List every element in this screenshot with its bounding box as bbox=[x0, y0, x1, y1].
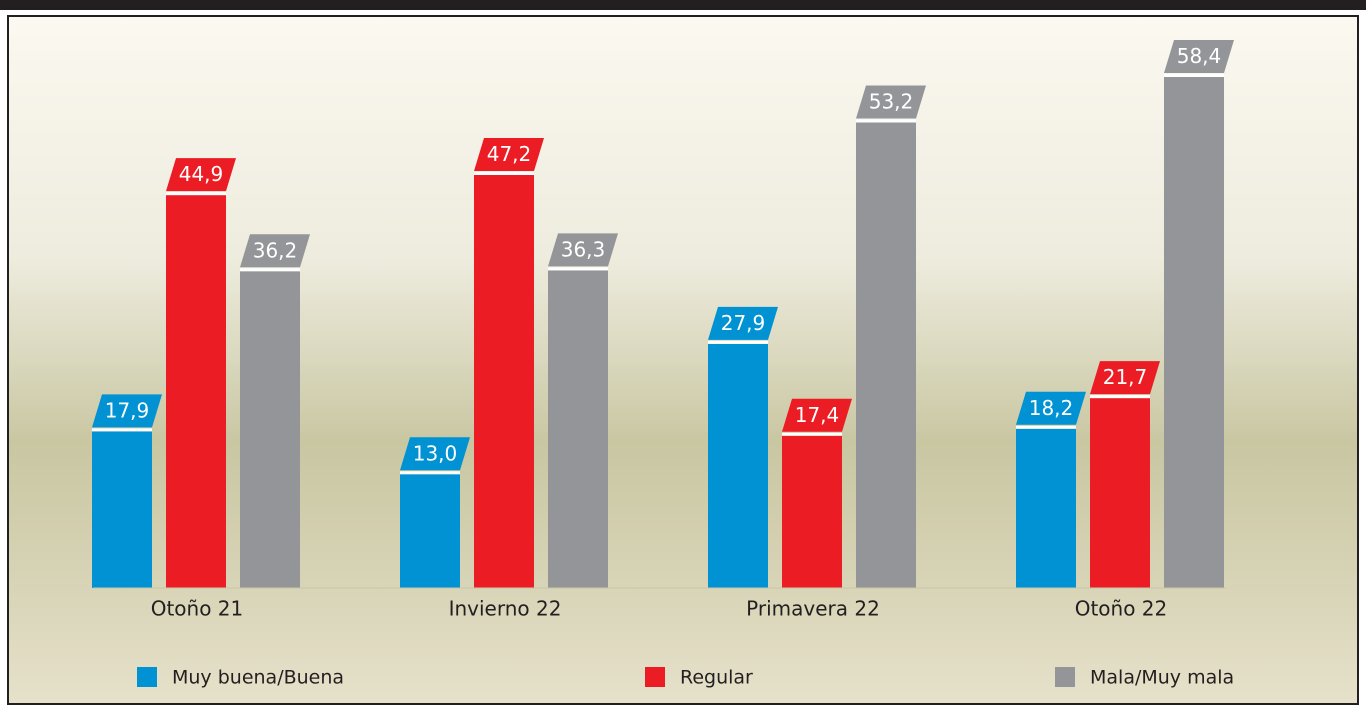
x-tick-label: Otoño 22 bbox=[1075, 597, 1168, 621]
value-label: 53,2 bbox=[869, 90, 914, 114]
x-tick-label: Invierno 22 bbox=[449, 597, 562, 621]
bar bbox=[548, 270, 608, 588]
bar bbox=[400, 474, 460, 588]
legend-swatch bbox=[137, 667, 157, 687]
bar bbox=[92, 431, 152, 588]
x-tick-label: Primavera 22 bbox=[746, 597, 880, 621]
bar bbox=[1090, 398, 1150, 588]
value-label: 13,0 bbox=[413, 441, 458, 465]
bar bbox=[856, 123, 916, 589]
bar bbox=[166, 195, 226, 588]
value-label: 17,4 bbox=[795, 403, 840, 427]
bar bbox=[782, 436, 842, 588]
bar bbox=[708, 344, 768, 588]
value-label: 44,9 bbox=[179, 162, 224, 186]
value-label: 36,3 bbox=[561, 237, 606, 261]
bar bbox=[474, 175, 534, 588]
value-label: 47,2 bbox=[487, 142, 532, 166]
value-label: 21,7 bbox=[1103, 365, 1148, 389]
value-label: 27,9 bbox=[721, 311, 766, 335]
bar bbox=[1016, 429, 1076, 588]
legend-swatch bbox=[1055, 667, 1075, 687]
bar bbox=[240, 271, 300, 588]
chart: Otoño 21 17,9 44,9 36,2 Invierno 22 13,0 47,2 3… bbox=[0, 0, 1366, 712]
legend-label: Regular bbox=[680, 667, 753, 689]
value-label: 58,4 bbox=[1177, 44, 1222, 68]
top-rule bbox=[0, 0, 1366, 10]
bar bbox=[1164, 77, 1224, 588]
legend-swatch bbox=[645, 667, 665, 687]
value-label: 17,9 bbox=[105, 398, 150, 422]
value-label: 36,2 bbox=[253, 238, 298, 262]
x-tick-label: Otoño 21 bbox=[151, 597, 244, 621]
legend-label: Muy buena/Buena bbox=[172, 667, 344, 689]
legend-label: Mala/Muy mala bbox=[1090, 667, 1234, 689]
value-label: 18,2 bbox=[1029, 396, 1074, 420]
